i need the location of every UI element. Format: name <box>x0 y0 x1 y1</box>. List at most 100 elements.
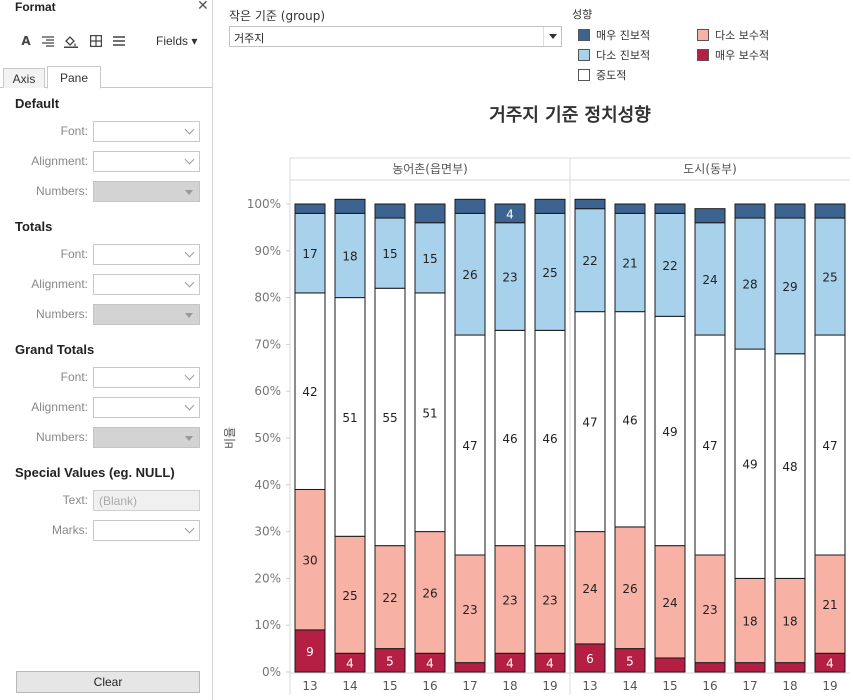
bar-segment <box>454 198 486 214</box>
special-marks-label: Marks: <box>52 523 88 537</box>
legend-label: 매우 보수적 <box>715 49 770 62</box>
legend-swatch <box>697 29 709 41</box>
grand-totals-numbers-label: Numbers: <box>35 430 88 444</box>
data-label: 4 <box>546 657 554 671</box>
close-icon[interactable]: ✕ <box>197 0 209 14</box>
legend-swatch <box>578 49 590 61</box>
legend-label: 매우 진보적 <box>596 29 651 42</box>
lines-icon[interactable] <box>111 32 127 50</box>
x-tick-label: 15 <box>662 679 677 693</box>
x-tick-label: 19 <box>542 679 557 693</box>
bar-segment <box>694 222 726 336</box>
legend-swatch <box>578 29 590 41</box>
legend-swatch <box>578 69 590 81</box>
bar-segment <box>574 531 606 645</box>
bar-segment <box>294 212 326 294</box>
format-panel-header: Format ✕ <box>0 0 212 17</box>
format-panel: Format ✕ A Fields ▾ Axis Pane Default <box>0 0 213 700</box>
bar-segment <box>294 629 326 673</box>
bar-segment <box>734 662 766 673</box>
data-label: 18 <box>342 249 357 263</box>
chevron-down-icon <box>184 370 195 381</box>
bar-segment <box>574 643 606 673</box>
group-filter-select[interactable]: 거주지 <box>229 26 562 47</box>
data-label: 4 <box>826 657 834 671</box>
bar-segment <box>494 545 526 654</box>
data-label: 15 <box>382 247 397 261</box>
data-label: 22 <box>582 254 597 268</box>
y-axis-label: 비율 <box>223 427 237 449</box>
grand-totals-font-dropdown[interactable] <box>93 367 200 388</box>
data-label: 24 <box>582 582 597 596</box>
bar-segment <box>294 203 326 214</box>
bar-segment <box>574 198 606 210</box>
format-toolbar: A Fields ▾ <box>0 32 212 52</box>
legend-label: 중도적 <box>596 69 627 82</box>
special-text-field[interactable]: (Blank) <box>93 490 200 511</box>
font-icon[interactable]: A <box>21 34 31 48</box>
bar-segment <box>814 554 846 654</box>
tab-pane[interactable]: Pane <box>47 66 101 89</box>
bar-segment <box>694 554 726 664</box>
tab-axis[interactable]: Axis <box>3 68 45 88</box>
default-font-dropdown[interactable] <box>93 121 200 142</box>
bar-segment <box>534 198 566 214</box>
data-label: 30 <box>302 554 317 568</box>
section-title-grand-totals: Grand Totals <box>15 342 95 357</box>
bar-segment <box>414 292 446 533</box>
data-label: 28 <box>742 278 757 292</box>
shading-icon[interactable] <box>63 32 79 50</box>
dropdown-arrow-icon[interactable] <box>543 27 561 46</box>
legend-label: 다소 보수적 <box>715 29 770 42</box>
bar-segment <box>734 203 766 219</box>
borders-icon[interactable] <box>88 32 104 50</box>
chart-title: 거주지 기준 정치성향 <box>489 105 651 126</box>
data-label: 26 <box>462 268 477 282</box>
totals-alignment-dropdown[interactable] <box>93 274 200 295</box>
data-label: 4 <box>506 657 514 671</box>
x-tick-label: 16 <box>702 679 717 693</box>
bar-segment <box>374 217 406 289</box>
data-label: 23 <box>502 271 517 285</box>
panel-header-label: 도시(동부) <box>683 162 737 176</box>
dropdown-arrow-icon <box>185 436 193 441</box>
bar-segment <box>734 577 766 664</box>
y-tick-label: 10% <box>254 618 281 632</box>
y-tick-label: 30% <box>254 525 281 539</box>
data-label: 4 <box>346 657 354 671</box>
data-label: 47 <box>702 439 717 453</box>
data-label: 23 <box>702 603 717 617</box>
data-label: 18 <box>782 615 797 629</box>
totals-font-label: Font: <box>60 247 88 261</box>
special-marks-dropdown[interactable] <box>93 520 200 541</box>
data-label: 4 <box>506 207 514 221</box>
totals-alignment-label: Alignment: <box>31 277 88 291</box>
filter-label: 작은 기준 (group) <box>229 9 326 23</box>
x-tick-label: 13 <box>582 679 597 693</box>
bar-segment <box>614 203 646 214</box>
fields-dropdown[interactable]: Fields ▾ <box>156 34 198 48</box>
x-tick-label: 14 <box>622 679 637 693</box>
bar-segment <box>694 662 726 673</box>
grand-totals-font-label: Font: <box>60 370 88 384</box>
chevron-down-icon <box>184 154 195 165</box>
data-label: 29 <box>782 280 797 294</box>
bar-segment <box>454 334 486 556</box>
totals-font-dropdown[interactable] <box>93 244 200 265</box>
data-label: 22 <box>382 591 397 605</box>
clear-button[interactable]: Clear <box>16 671 200 693</box>
grand-totals-alignment-dropdown[interactable] <box>93 397 200 418</box>
default-alignment-label: Alignment: <box>31 154 88 168</box>
legend-label: 다소 진보적 <box>596 49 651 62</box>
data-label: 6 <box>586 652 594 666</box>
x-tick-label: 17 <box>462 679 477 693</box>
data-label: 46 <box>622 413 637 427</box>
chevron-down-icon <box>184 124 195 135</box>
align-icon[interactable] <box>40 32 56 50</box>
data-label: 48 <box>782 460 797 474</box>
y-tick-label: 70% <box>254 337 281 351</box>
bar-segment <box>534 329 566 547</box>
data-label: 25 <box>542 266 557 280</box>
default-alignment-dropdown[interactable] <box>93 151 200 172</box>
bar-segment <box>654 203 686 214</box>
